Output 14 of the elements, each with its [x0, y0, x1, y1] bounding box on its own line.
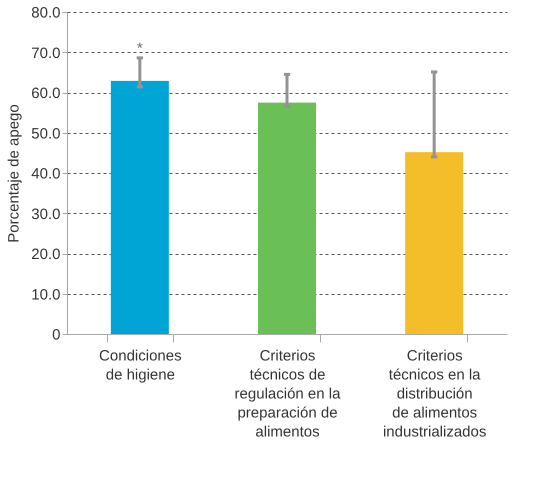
- y-tick-label: 40.0: [31, 166, 60, 182]
- y-tick-label: 50.0: [31, 125, 60, 142]
- y-tick-label: 20.0: [31, 246, 60, 263]
- y-tick-label: 60.0: [31, 85, 60, 102]
- annotation: *: [136, 40, 143, 57]
- y-tick-label: 70.0: [31, 44, 60, 62]
- x-tick-label: Criterios técnicos de regulación en la preparación de alimentos: [234, 348, 342, 440]
- y-axis-title: Porcentaje de apego: [5, 104, 22, 243]
- y-tick-label: 80.0: [31, 4, 60, 22]
- x-tick-label: Criterios técnicos en la distribución de alimentos industrializados: [382, 348, 486, 440]
- y-tick-label: 30.0: [31, 206, 60, 223]
- x-tick-label: Condiciones de higiene: [99, 348, 182, 384]
- y-tick-label: 0: [52, 326, 60, 344]
- y-tick-label: 10.0: [31, 286, 60, 304]
